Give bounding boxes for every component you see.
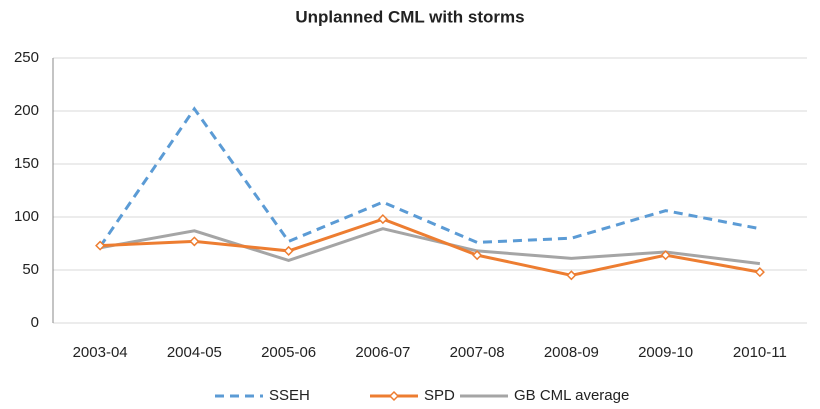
point-marker (377, 214, 388, 225)
y-tick-label: 50 (22, 261, 39, 278)
point-marker (189, 236, 200, 247)
legend-label: SPD (424, 387, 455, 404)
legend-marker (388, 390, 400, 402)
point-marker (566, 270, 577, 281)
x-tick-label: 2009-10 (638, 344, 693, 361)
x-tick-label: 2010-11 (733, 344, 787, 361)
point-marker (95, 240, 106, 251)
x-tick-label: 2007-08 (450, 344, 505, 361)
point-marker (283, 245, 294, 256)
y-tick-label: 150 (14, 155, 39, 172)
chart-title: Unplanned CML with storms (295, 7, 524, 26)
legend-label: SSEH (269, 387, 310, 404)
y-tick-label: 200 (14, 102, 39, 119)
y-tick-label: 100 (14, 208, 39, 225)
series-line (99, 227, 761, 266)
y-tick-label: 0 (31, 314, 39, 331)
legend-label: GB CML average (514, 387, 629, 404)
point-marker (660, 250, 671, 261)
x-tick-label: 2008-09 (544, 344, 599, 361)
point-marker (472, 250, 483, 261)
x-tick-label: 2004-05 (167, 344, 222, 361)
point-marker (754, 267, 765, 278)
x-tick-label: 2005-06 (261, 344, 316, 361)
series-line (100, 217, 761, 277)
series-line (98, 106, 761, 248)
x-tick-label: 2006-07 (355, 344, 410, 361)
x-tick-label: 2003-04 (73, 344, 128, 361)
y-tick-label: 250 (14, 49, 39, 66)
